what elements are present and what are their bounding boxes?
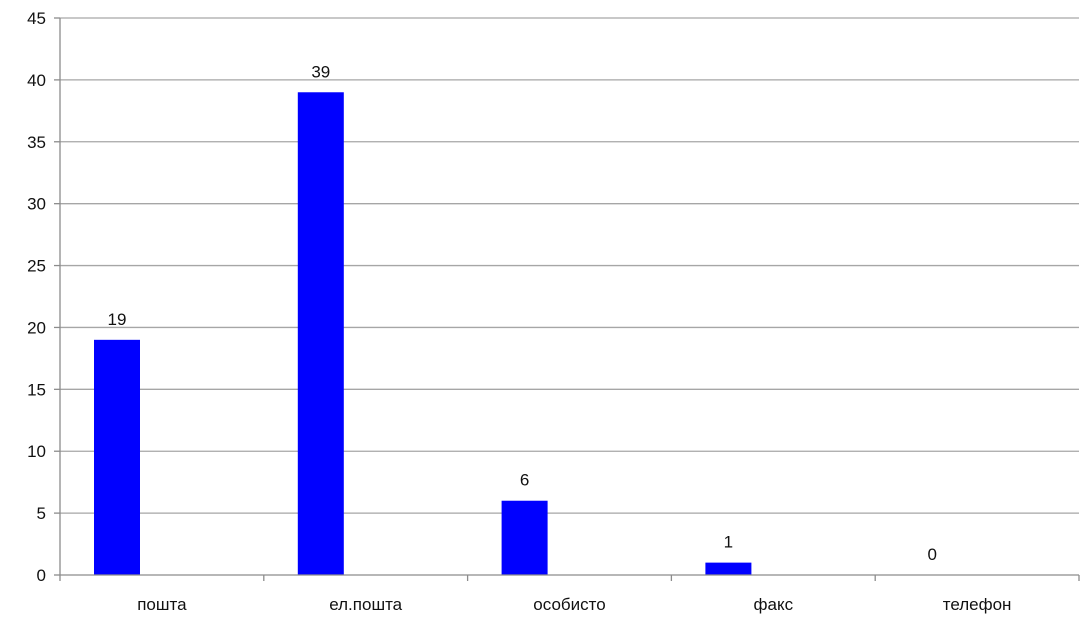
y-axis-ticks: 0 5 10 15 20 25 30 35 40 45 [27, 9, 60, 585]
bars [94, 92, 752, 576]
data-labels: 19 39 6 1 0 [108, 62, 937, 564]
data-label: 1 [724, 533, 733, 552]
data-label: 0 [927, 545, 936, 564]
y-tick-label: 40 [27, 71, 46, 90]
y-tick-label: 0 [37, 566, 46, 585]
y-tick-label: 30 [27, 195, 46, 214]
x-axis: пошта ел.пошта особисто факс телефон [59, 574, 1080, 614]
data-label: 39 [311, 62, 330, 81]
bar [705, 562, 752, 575]
x-category-label: ел.пошта [329, 595, 402, 614]
x-category-label: пошта [137, 595, 187, 614]
y-tick-label: 10 [27, 442, 46, 461]
y-tick-label: 45 [27, 9, 46, 28]
y-tick-label: 15 [27, 380, 46, 399]
data-label: 6 [520, 471, 529, 490]
y-tick-label: 5 [37, 504, 46, 523]
data-label: 19 [108, 310, 127, 329]
x-category-label: факс [754, 595, 794, 614]
x-category-label: телефон [943, 595, 1012, 614]
y-tick-label: 25 [27, 257, 46, 276]
y-tick-label: 20 [27, 318, 46, 337]
bar [297, 92, 344, 576]
x-category-label: особисто [533, 595, 605, 614]
gridlines [60, 17, 1079, 514]
y-tick-label: 35 [27, 133, 46, 152]
bar [501, 500, 548, 575]
bar [94, 339, 140, 575]
